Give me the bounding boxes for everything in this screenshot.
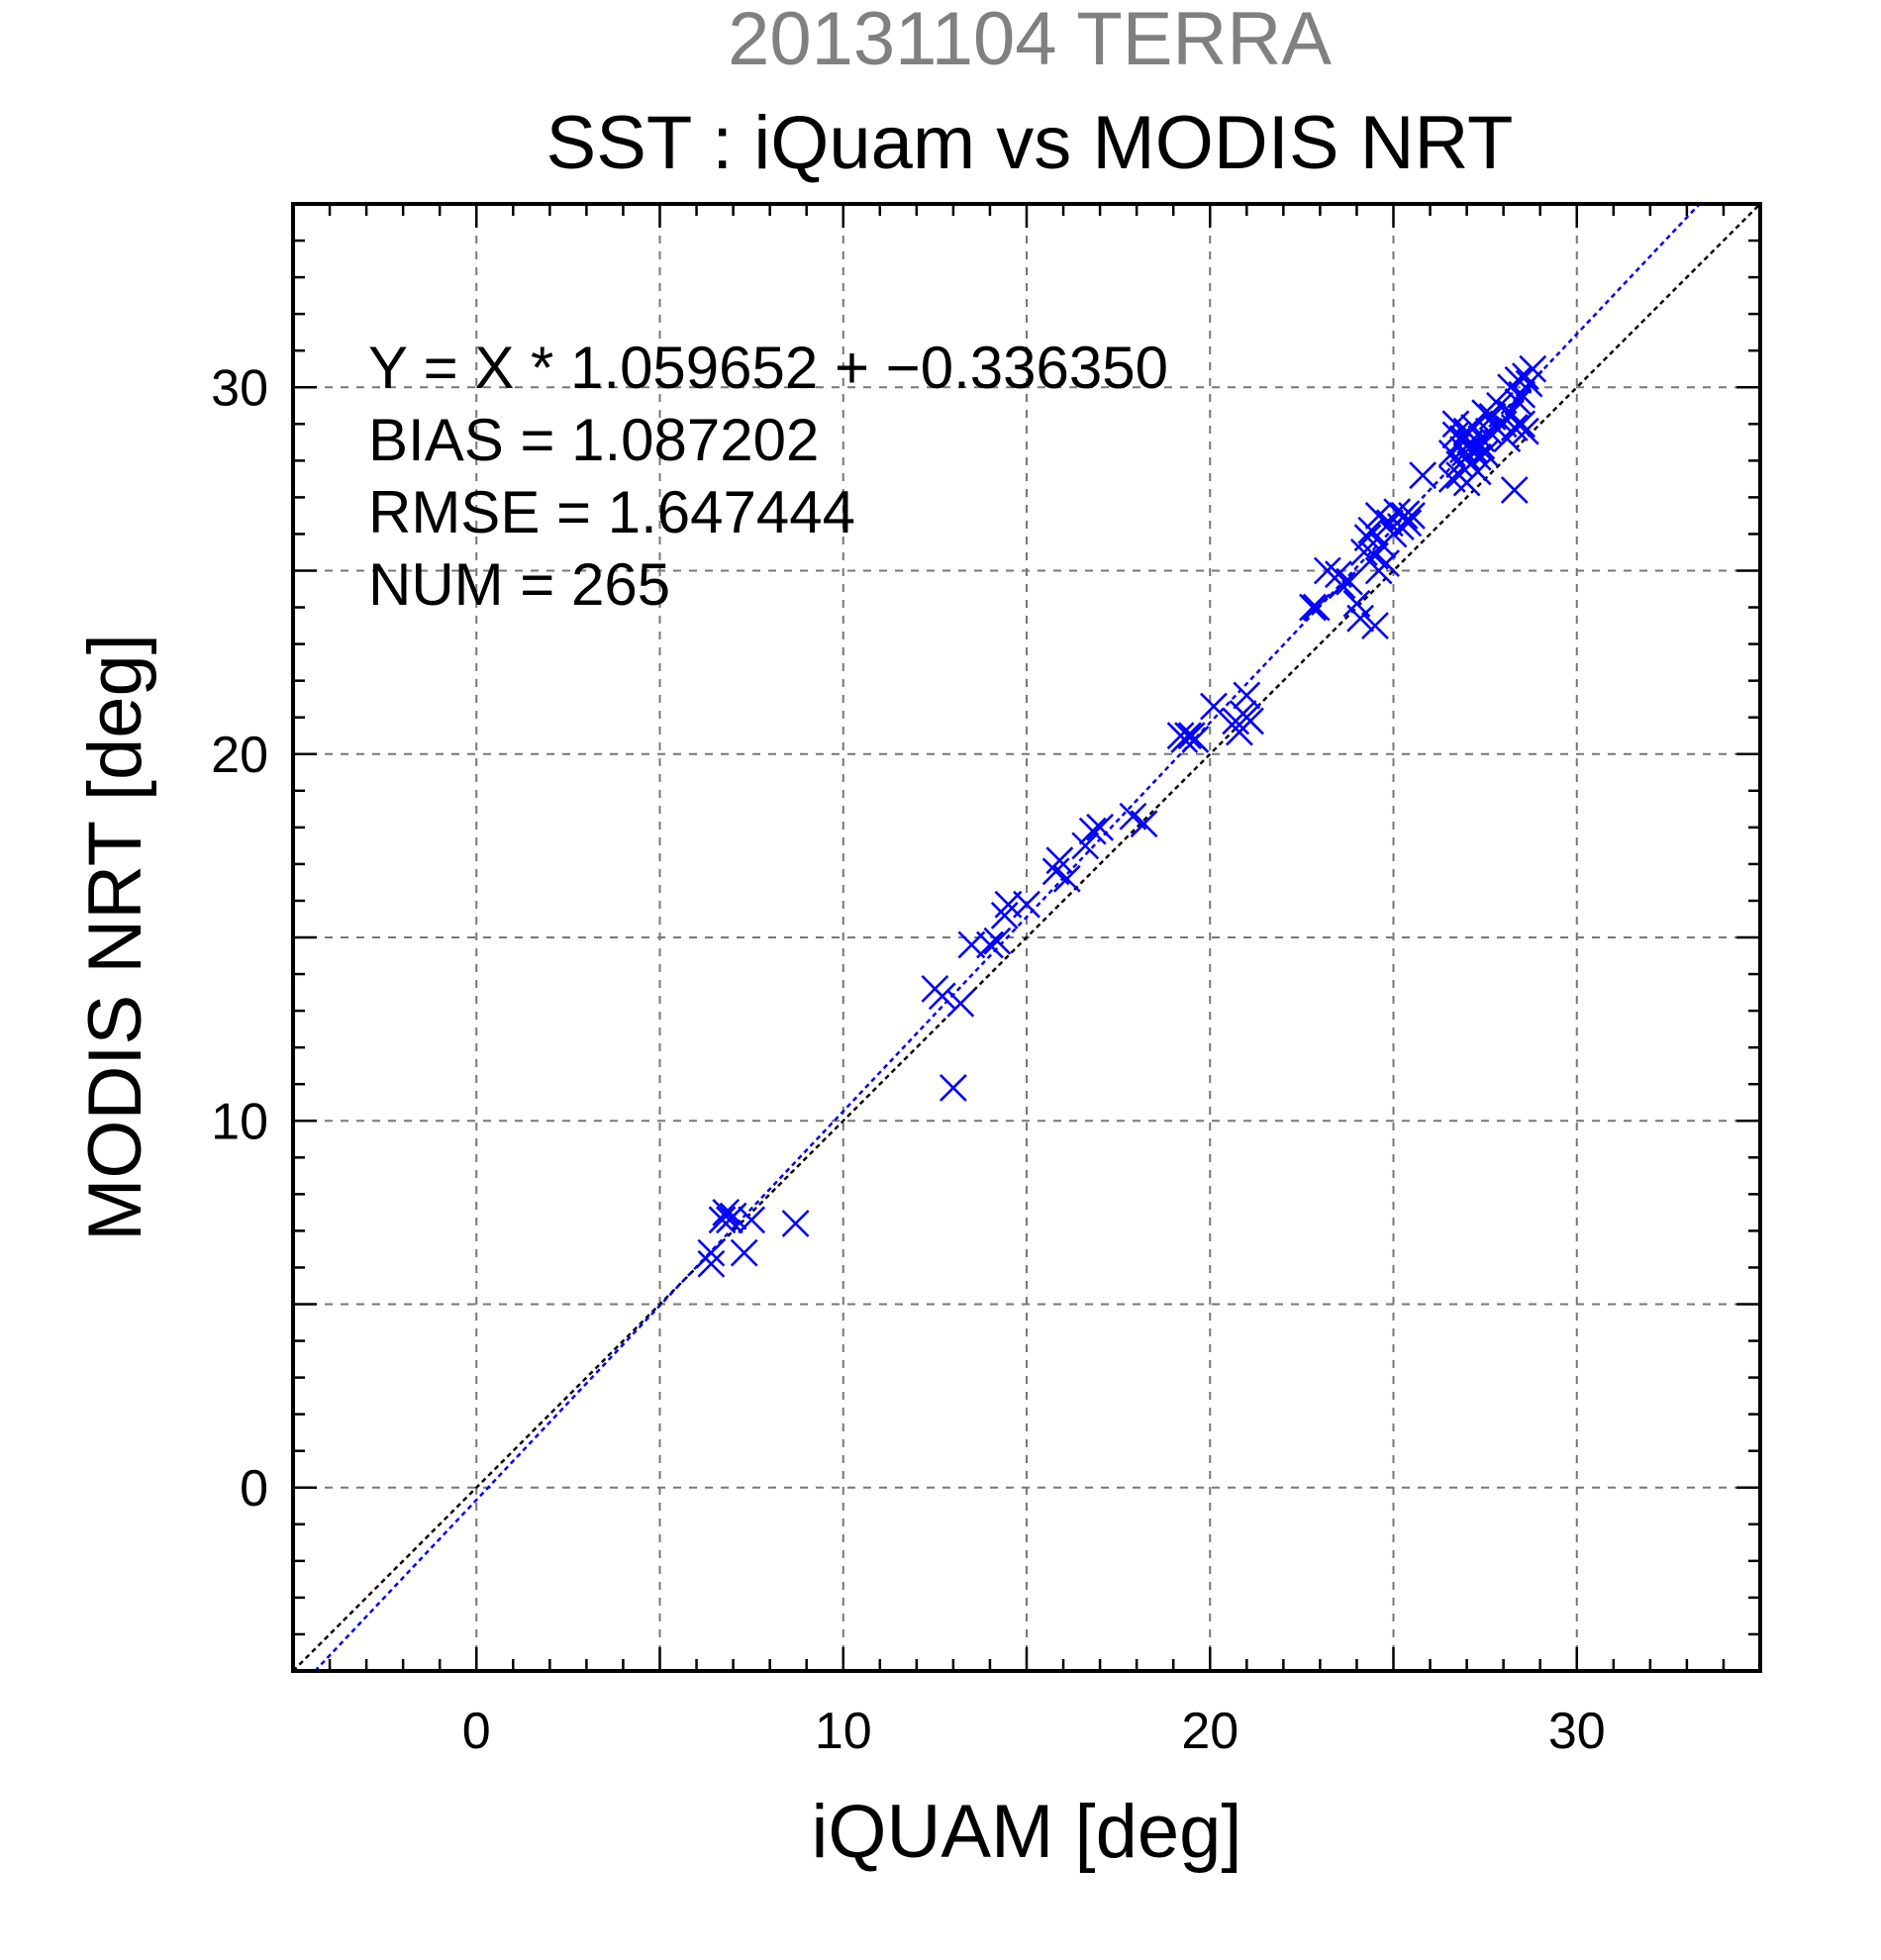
data-points [697,354,1547,1278]
data-point [697,1238,726,1267]
data-point [1200,692,1228,721]
data-point [712,1198,741,1226]
data-point [1086,813,1115,841]
y-tick-label: 10 [211,1093,268,1150]
data-point [1409,461,1437,490]
data-point [990,901,1019,930]
data-point [1508,410,1536,439]
data-point [1130,810,1158,838]
fit-line [314,203,1701,1672]
x-tick-label: 30 [1548,1703,1606,1760]
data-point [1299,593,1327,622]
stat-line: BIAS = 1.087202 [368,407,819,473]
data-point [1398,502,1426,530]
chart-title: SST : iQuam vs MODIS NRT [546,101,1514,185]
data-point [1353,524,1382,552]
data-point [1237,707,1264,735]
data-point [730,1238,758,1267]
data-point [1302,593,1331,622]
data-point [1361,612,1389,639]
data-point [1500,476,1529,504]
data-point [1500,414,1529,441]
data-point [738,1206,766,1234]
data-point [1013,890,1040,919]
data-point [1181,726,1210,753]
data-point [719,1202,747,1230]
stat-line: Y = X * 1.059652 + −0.336350 [368,335,1168,401]
y-tick-label: 0 [240,1460,268,1518]
data-point [1467,432,1496,460]
stat-line: RMSE = 1.647444 [368,479,855,545]
data-point [1071,832,1100,860]
data-point [1390,502,1419,530]
data-point [1519,354,1547,383]
data-point [1045,846,1074,875]
data-point [976,931,1004,959]
data-point [1471,399,1500,428]
data-point [1511,417,1539,445]
x-tick-label: 10 [815,1703,872,1760]
data-point [1328,571,1356,600]
x-axis-label: iQUAM [deg] [811,1790,1241,1874]
data-point [1346,604,1375,633]
y-tick-label: 30 [211,359,268,417]
data-point [1463,457,1492,486]
data-point [939,1073,967,1102]
data-point [1233,681,1261,710]
data-point [928,982,956,1011]
data-point [1441,421,1470,449]
data-point [983,927,1012,955]
data-point [1394,509,1423,538]
y-tick-label: 20 [211,727,268,784]
axis-ticks [293,204,1760,1671]
data-point [1372,549,1401,578]
x-tick-label: 20 [1181,1703,1238,1760]
data-point [946,989,975,1018]
x-tick-label: 0 [462,1703,491,1760]
tick-labels: 0 10 20 30 0 10 20 30 [211,359,1606,1760]
data-point [708,1206,737,1234]
data-point [697,1249,726,1278]
data-point [1052,864,1081,893]
data-point [1078,817,1107,845]
data-point [1174,722,1202,750]
data-point [1336,567,1363,596]
chart-supertitle: 20131104 TERRA [728,0,1332,81]
data-point [1463,442,1492,471]
y-axis-label: MODIS NRT [deg] [73,634,157,1241]
stat-line: NUM = 265 [368,551,670,618]
data-point [781,1210,810,1237]
